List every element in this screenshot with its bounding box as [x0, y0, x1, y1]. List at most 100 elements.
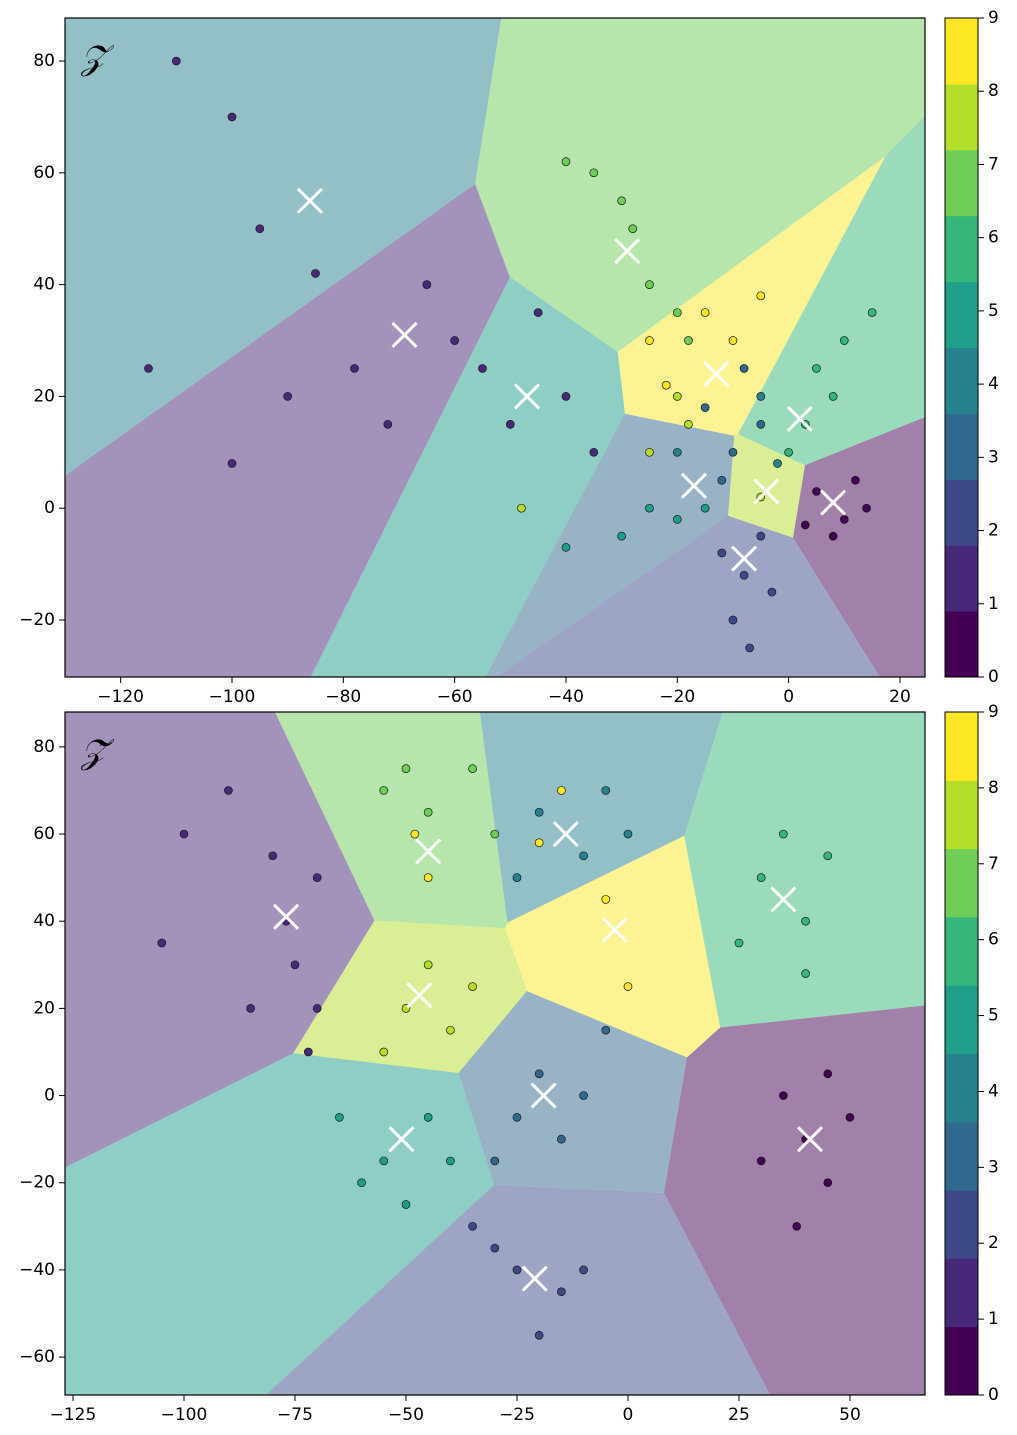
data-point [623, 829, 633, 839]
decision-region [65, 1053, 495, 1395]
data-point [561, 542, 571, 552]
data-point [490, 1243, 500, 1253]
data-point [756, 1156, 766, 1166]
decision-region [293, 920, 527, 1073]
data-point [845, 1113, 855, 1122]
centroid-stroke [415, 838, 442, 865]
colorbar-band [945, 1258, 978, 1328]
data-point [756, 392, 766, 401]
data-point [792, 1221, 802, 1231]
y-tick-label: 20 [33, 998, 55, 1018]
data-point [450, 336, 459, 345]
centroid-marker [406, 982, 433, 1009]
y-tick-label: −40 [19, 1260, 55, 1280]
centroid-marker [552, 820, 579, 848]
decision-region [663, 1005, 925, 1395]
x-tick-label: −25 [499, 1405, 535, 1425]
colorbar-band [945, 1053, 978, 1123]
decision-region [310, 277, 625, 677]
colorbar-band [945, 780, 978, 850]
data-point [490, 829, 500, 839]
decision-region [485, 413, 735, 677]
data-point [446, 1156, 455, 1166]
x-tick-label: −80 [325, 687, 361, 707]
axes-frame [64, 17, 926, 678]
centroid-marker [601, 916, 628, 943]
colorbar-tick-label: 8 [988, 778, 999, 798]
colorbar-band [945, 611, 978, 678]
data-point [867, 308, 877, 317]
x-tick-label: −100 [161, 1405, 208, 1425]
data-point [684, 420, 693, 429]
y-tick-label: 40 [33, 275, 55, 295]
x-tick-label: 0 [783, 687, 794, 707]
data-point [700, 403, 710, 412]
data-point [645, 336, 654, 345]
data-point [579, 1265, 588, 1275]
data-point [505, 420, 515, 429]
colorbar-band [945, 215, 978, 283]
y-tick-label: 60 [33, 824, 55, 844]
data-point [728, 336, 738, 345]
colorbar-band [945, 149, 978, 217]
data-point [144, 364, 153, 373]
centroid-marker [513, 383, 541, 410]
centroid-stroke [296, 187, 323, 214]
colorbar-tick-label: 0 [988, 667, 999, 687]
centroid-marker [703, 360, 730, 388]
centroid-marker [796, 1126, 824, 1153]
data-point [672, 392, 682, 401]
colorbar-tick-label: 1 [988, 1309, 999, 1329]
data-point [728, 615, 738, 625]
decision-region [737, 115, 925, 466]
data-point [410, 829, 420, 839]
colorbar-tick-label: 2 [988, 521, 999, 541]
data-point [779, 1091, 788, 1100]
data-point [579, 851, 588, 861]
colorbar-band [945, 1121, 978, 1191]
centroid-marker [614, 238, 641, 265]
colorbar-band [945, 413, 978, 480]
colorbar-tick-label: 9 [988, 8, 999, 28]
decision-region [479, 712, 723, 923]
y-tick-label: −60 [19, 1347, 55, 1367]
y-tick-label: −20 [19, 610, 55, 630]
data-point [512, 873, 522, 882]
data-point [561, 157, 571, 166]
data-point [283, 392, 293, 401]
data-point [800, 520, 810, 530]
data-point [350, 364, 359, 373]
x-tick-label: −100 [209, 687, 256, 707]
centroid-marker [820, 489, 847, 516]
colorbar-band [945, 712, 978, 781]
data-point [773, 459, 782, 468]
data-point [745, 643, 755, 653]
centroid-marker [786, 405, 813, 432]
data-point [717, 548, 727, 558]
data-point [589, 447, 599, 457]
data-point [335, 1113, 344, 1122]
colorbar-band [945, 83, 978, 151]
x-tick-label: −120 [97, 687, 144, 707]
colorbar-tick-label: 9 [988, 702, 999, 722]
centroid-stroke [406, 982, 433, 1009]
centroid-stroke [680, 472, 708, 499]
colorbar-tick-label: 4 [988, 374, 999, 394]
y-tick-label: 0 [44, 1086, 55, 1106]
x-tick-label: −75 [277, 1405, 313, 1425]
data-point [468, 1221, 477, 1231]
data-point [446, 1025, 455, 1035]
data-point [617, 196, 626, 206]
plot-area [65, 712, 925, 1395]
colorbar-band [945, 347, 978, 414]
centroid-stroke [796, 1126, 824, 1153]
data-point [851, 475, 860, 485]
decision-region [505, 835, 721, 1058]
data-point [823, 851, 833, 861]
centroid-stroke [703, 360, 730, 388]
decision-region [684, 712, 925, 1028]
y-tick-label: 40 [33, 911, 55, 931]
data-point [423, 960, 433, 970]
data-point [422, 280, 432, 289]
